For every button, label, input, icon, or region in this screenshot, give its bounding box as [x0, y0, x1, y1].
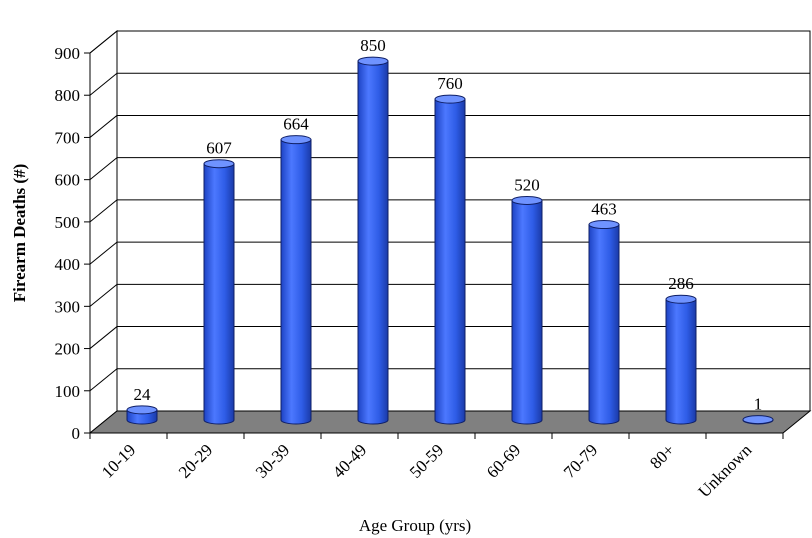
- data-label: 24: [134, 385, 152, 404]
- bars: [126, 56, 774, 425]
- data-label: 520: [514, 175, 540, 194]
- bar: [742, 415, 774, 425]
- data-label: 607: [206, 139, 232, 158]
- bar-body: [511, 199, 543, 425]
- bar-body: [665, 298, 697, 425]
- data-label: 850: [360, 36, 386, 55]
- data-label: 1: [754, 395, 763, 414]
- bar-body: [434, 98, 466, 425]
- data-label: 664: [283, 115, 309, 134]
- x-tick-label: 70-79: [560, 440, 601, 481]
- bar-top: [665, 294, 697, 304]
- bar-top: [588, 220, 620, 230]
- gridline-side: [89, 326, 118, 349]
- bar-body: [280, 139, 312, 425]
- bar-body: [203, 163, 235, 425]
- y-tick-label: 400: [55, 255, 81, 274]
- y-tick-label: 900: [55, 44, 81, 63]
- x-tick-label: 20-29: [175, 440, 216, 481]
- bar-top: [511, 195, 543, 205]
- bar: [280, 135, 312, 425]
- data-label: 760: [437, 74, 463, 93]
- x-axis: 10-19 20-29 30-39 40-49 50-59 60-69 70-79 80+ Un…: [89, 433, 784, 501]
- bar-top: [742, 415, 774, 425]
- bar: [203, 159, 235, 425]
- data-labels: 24 607 664 850 760 520 463 286 1: [134, 36, 763, 413]
- bar-top: [434, 94, 466, 104]
- gridline-side: [89, 368, 118, 392]
- gridline-side: [89, 157, 118, 181]
- x-axis-title: Age Group (yrs): [359, 516, 471, 535]
- gridline-side: [89, 72, 118, 96]
- y-tick-label: 700: [55, 128, 81, 147]
- y-axis: 0 100 200 300 400 500 600 700 800 900: [55, 44, 91, 443]
- bar-top: [126, 405, 158, 415]
- bar: [126, 405, 158, 425]
- y-tick-label: 600: [55, 171, 81, 190]
- bar: [434, 94, 466, 425]
- data-label: 463: [591, 200, 617, 219]
- bar-top: [280, 135, 312, 145]
- y-tick-label: 500: [55, 213, 81, 232]
- gridline-side: [89, 199, 118, 223]
- x-tick-label: 50-59: [406, 440, 447, 481]
- y-tick-label: 300: [55, 297, 81, 316]
- x-tick-label: 40-49: [329, 440, 370, 481]
- bar: [588, 220, 620, 425]
- bar: [511, 195, 543, 425]
- gridline-side: [89, 283, 118, 307]
- bar-top: [357, 56, 389, 66]
- x-tick-label: 80+: [646, 440, 678, 472]
- data-label: 286: [668, 274, 694, 293]
- x-tick-label: Unknown: [694, 440, 755, 501]
- bar-body: [357, 60, 389, 425]
- x-tick-label: 30-39: [252, 440, 293, 481]
- y-tick-label: 800: [55, 86, 81, 105]
- x-tick-label: 10-19: [98, 440, 139, 481]
- y-tick-label: 200: [55, 340, 81, 359]
- gridline-side: [89, 115, 118, 138]
- x-tick-label: 60-69: [483, 440, 524, 481]
- y-axis-title: Firearm Deaths (#): [10, 164, 29, 302]
- y-tick-label: 100: [55, 382, 81, 401]
- y-tick-label: 0: [72, 424, 81, 443]
- bar: [357, 56, 389, 425]
- gridline-side: [89, 30, 118, 54]
- bar: [665, 294, 697, 425]
- bar-top: [203, 159, 235, 169]
- gridline-side: [89, 241, 118, 265]
- bar-body: [588, 224, 620, 425]
